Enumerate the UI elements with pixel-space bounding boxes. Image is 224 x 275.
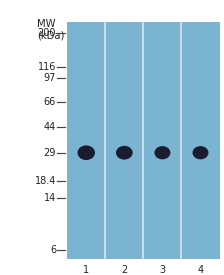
Ellipse shape: [78, 145, 95, 160]
Text: 97: 97: [44, 73, 56, 83]
Text: 4: 4: [197, 265, 204, 275]
Ellipse shape: [154, 146, 170, 159]
Ellipse shape: [116, 146, 133, 159]
Text: 29: 29: [44, 148, 56, 158]
Text: 116: 116: [38, 62, 56, 72]
Ellipse shape: [192, 146, 209, 159]
Text: MW
(kDa): MW (kDa): [37, 19, 64, 40]
Text: 14: 14: [44, 193, 56, 203]
Text: 200: 200: [37, 28, 56, 38]
Text: 3: 3: [159, 265, 166, 275]
Text: 44: 44: [44, 122, 56, 132]
Text: 2: 2: [121, 265, 127, 275]
Text: 66: 66: [44, 97, 56, 107]
Text: 6: 6: [50, 245, 56, 255]
Text: 18.4: 18.4: [35, 176, 56, 186]
Text: 1: 1: [83, 265, 89, 275]
